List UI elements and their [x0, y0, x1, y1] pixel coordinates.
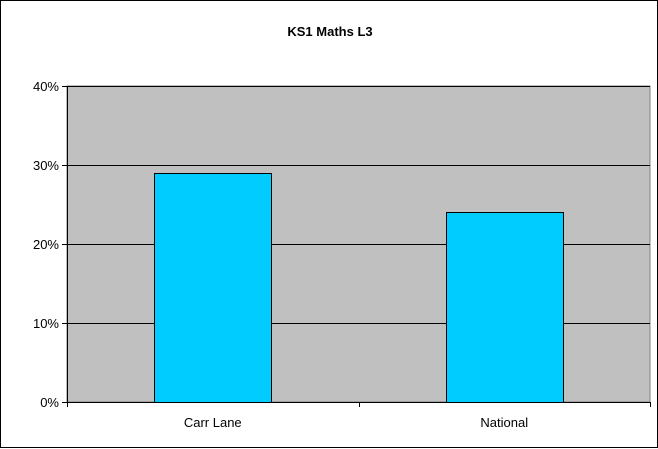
x-category-label: Carr Lane [184, 415, 242, 430]
x-axis-ticks: Carr Lane National [67, 402, 651, 430]
axes [67, 86, 650, 403]
y-tick-label: 40% [33, 79, 59, 94]
y-tick-label: 20% [33, 237, 59, 252]
y-tick-label: 10% [33, 316, 59, 331]
x-category-label: National [480, 415, 528, 430]
bar-carr-lane [154, 173, 272, 403]
y-tick-label: 30% [33, 158, 59, 173]
bar-national [446, 212, 564, 403]
y-tick-label: 0% [40, 395, 59, 410]
chart-title: KS1 Maths L3 [287, 24, 372, 39]
y-axis-ticks: 0% 10% 20% 30% 40% [33, 79, 67, 410]
